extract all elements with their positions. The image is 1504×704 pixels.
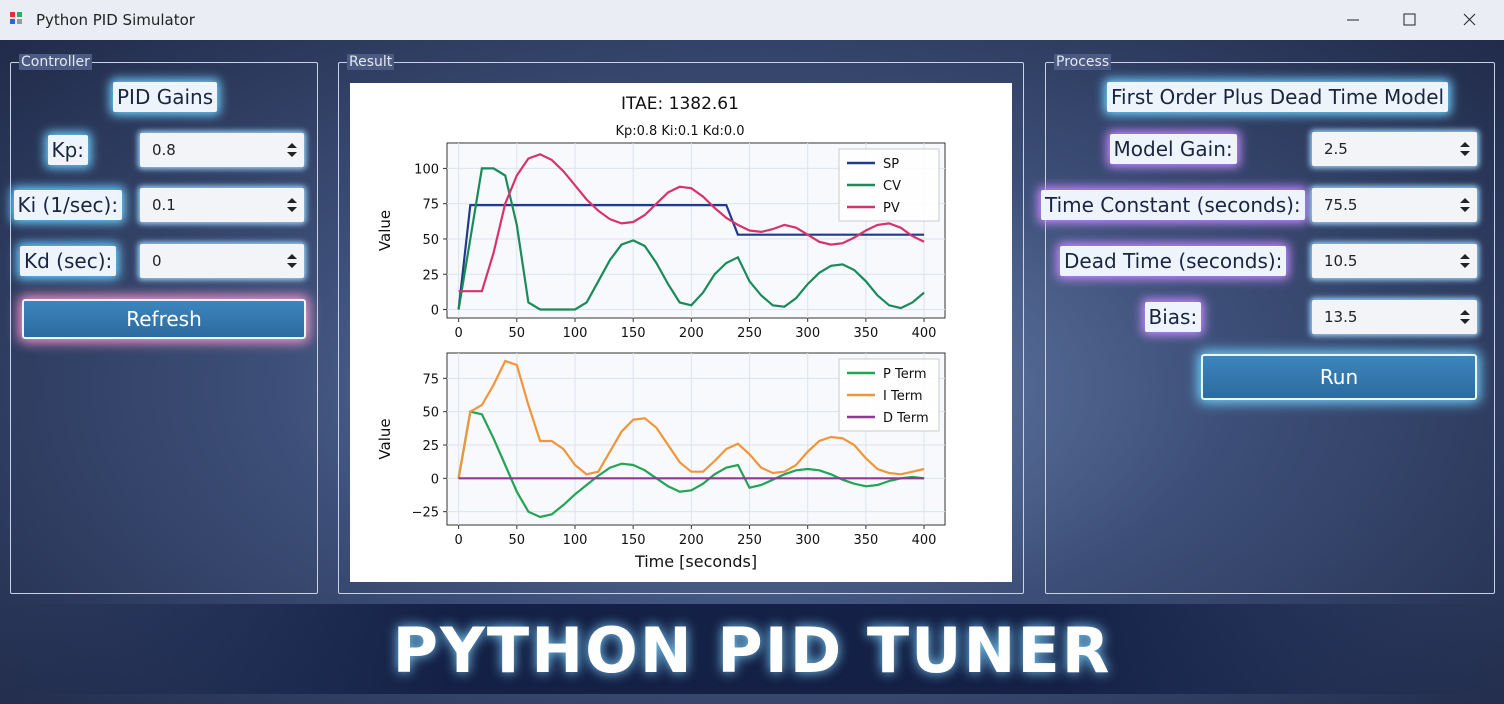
spin-arrows[interactable]: [1459, 195, 1471, 215]
chart-subtitle: Kp:0.8 Ki:0.1 Kd:0.0: [615, 124, 744, 139]
y-tick-label: −25: [412, 506, 439, 521]
panel-title: Process: [1054, 54, 1112, 70]
spin-value: 10.5: [1324, 252, 1358, 270]
y-tick-label: 25: [422, 439, 439, 454]
spin-box[interactable]: 13.5: [1312, 300, 1477, 334]
app-icon: [10, 12, 22, 24]
field-label: Kp:: [47, 135, 89, 165]
x-tick-label: 50: [509, 533, 526, 548]
x-tick-label: 0: [454, 326, 462, 341]
spin-arrows[interactable]: [286, 195, 298, 215]
legend-label: I Term: [883, 389, 922, 404]
field-label: Ki (1/sec):: [13, 190, 123, 220]
x-tick-label: 350: [853, 326, 878, 341]
heading: First Order Plus Dead Time Model: [1107, 82, 1449, 112]
spin-value: 13.5: [1324, 308, 1358, 326]
y-axis-label: Value: [376, 210, 394, 251]
x-tick-label: 400: [912, 533, 937, 548]
y-tick-label: 0: [431, 472, 439, 487]
spin-value: 2.5: [1324, 140, 1348, 158]
y-tick-label: 75: [422, 372, 439, 387]
result-panel: Result: [338, 54, 1024, 594]
x-axis-label: Time [seconds]: [634, 552, 757, 571]
refresh-button[interactable]: Refresh: [22, 299, 306, 339]
spin-box[interactable]: 2.5: [1312, 132, 1477, 166]
spin-arrows[interactable]: [1459, 307, 1471, 327]
x-tick-label: 100: [563, 533, 588, 548]
y-axis-label: Value: [376, 418, 394, 459]
spin-box[interactable]: 10.5: [1312, 244, 1477, 278]
panel-title: Controller: [19, 54, 92, 70]
window-title: Python PID Simulator: [36, 11, 195, 29]
window-controls: [1347, 13, 1476, 26]
series-line: [457, 204, 925, 310]
spin-arrows[interactable]: [286, 140, 298, 160]
title-bar: Python PID Simulator: [0, 0, 1504, 40]
spin-arrows[interactable]: [1459, 139, 1471, 159]
spin-box[interactable]: 75.5: [1312, 188, 1477, 222]
x-tick-label: 150: [621, 533, 646, 548]
x-tick-label: 200: [679, 533, 704, 548]
field-label: Kd (sec):: [20, 246, 117, 276]
x-tick-label: 200: [679, 326, 704, 341]
run-button[interactable]: Run: [1201, 354, 1477, 400]
plot-area: ITAE: 1382.61 Kp:0.8 Ki:0.1 Kd:0.0 0 50 100 1…: [350, 83, 1012, 582]
y-tick-label: 75: [422, 198, 439, 213]
series-line: [458, 153, 925, 293]
controller-panel: Controller: [10, 54, 318, 594]
x-tick-label: 0: [454, 533, 462, 548]
spin-box[interactable]: 0.8: [140, 133, 304, 167]
series-line: [457, 410, 925, 519]
spin-box[interactable]: 0.1: [140, 188, 304, 222]
field-label: Bias:: [1144, 302, 1202, 332]
legend-label: CV: [883, 179, 901, 194]
legend-label: SP: [883, 157, 899, 172]
banner-title: PYTHON PID TUNER: [392, 614, 1112, 687]
y-tick-label: 0: [431, 304, 439, 319]
x-tick-label: 300: [795, 533, 820, 548]
x-tick-label: 350: [853, 533, 878, 548]
x-tick-label: 300: [795, 326, 820, 341]
y-tick-label: 25: [422, 268, 439, 283]
x-tick-label: 100: [563, 326, 588, 341]
x-tick-label: 50: [509, 326, 526, 341]
process-panel: Process: [1045, 54, 1495, 594]
spin-value: 0.1: [152, 196, 176, 214]
x-tick-label: 250: [737, 533, 762, 548]
charts: ITAE: 1382.61 Kp:0.8 Ki:0.1 Kd:0.0 0 50 100 1…: [376, 94, 946, 571]
close[interactable]: [1463, 13, 1476, 26]
series-line: [457, 359, 925, 479]
maximize[interactable]: [1403, 13, 1416, 26]
spin-arrows[interactable]: [1459, 251, 1471, 271]
spin-value: 0: [152, 252, 162, 270]
y-tick-label: 100: [414, 162, 439, 177]
x-tick-label: 150: [621, 326, 646, 341]
legend-label: P Term: [883, 367, 926, 382]
spin-arrows[interactable]: [286, 251, 298, 271]
x-tick-label: 400: [912, 326, 937, 341]
spin-box[interactable]: 0: [140, 244, 304, 278]
spin-value: 75.5: [1324, 196, 1358, 214]
legend-label: D Term: [883, 411, 929, 426]
legend-label: PV: [883, 201, 900, 216]
panel-title: Result: [347, 54, 395, 70]
field-label: Model Gain:: [1109, 134, 1237, 164]
banner: PYTHON PID TUNER: [0, 604, 1504, 694]
spin-value: 0.8: [152, 141, 176, 159]
field-label: Dead Time (seconds):: [1060, 246, 1287, 276]
series-line: [457, 167, 925, 311]
field-label: Time Constant (seconds):: [1041, 190, 1305, 220]
chart-title: ITAE: 1382.61: [621, 94, 739, 114]
x-tick-label: 250: [737, 326, 762, 341]
y-tick-label: 50: [422, 233, 439, 248]
y-tick-label: 50: [422, 406, 439, 421]
heading: PID Gains: [113, 82, 218, 112]
